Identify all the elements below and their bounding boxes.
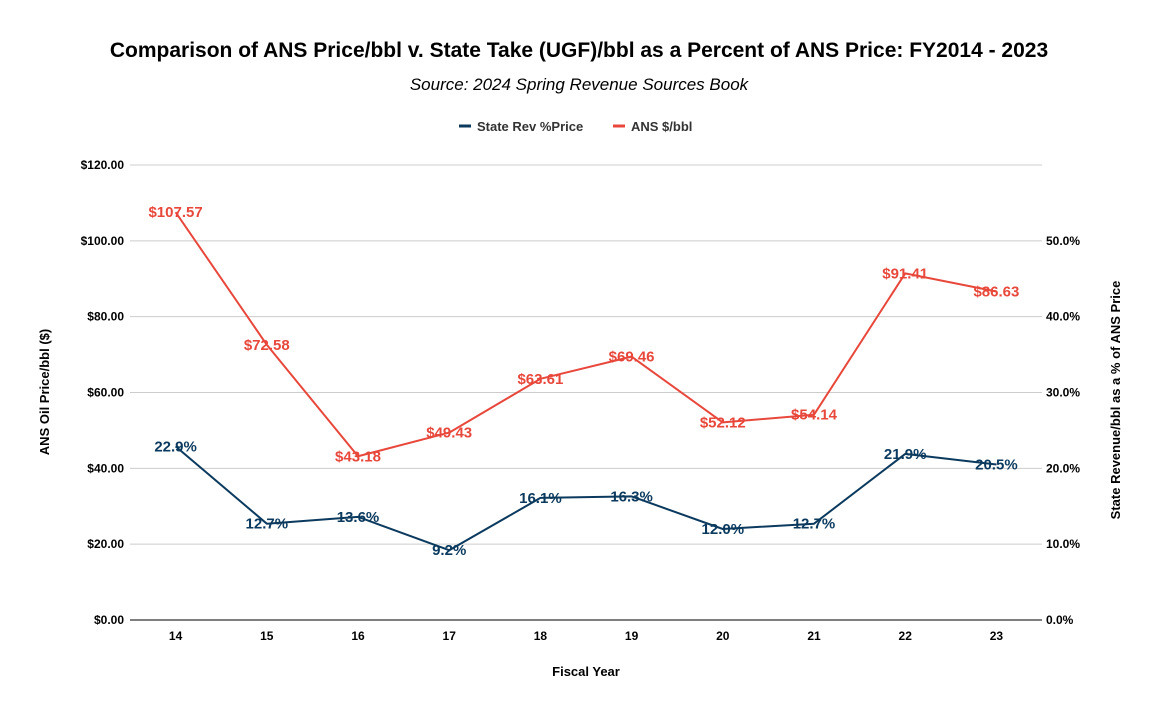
x-axis-ticks: 14 15 16 17 18 19 20 21 22 23 [169,629,1003,643]
right-tick-label: 40.0% [1046,310,1080,324]
state-rev-data-label: 13.6% [337,509,380,526]
ans-price-data-label: $63.61 [517,371,563,388]
state-rev-data-label: 12.7% [246,516,289,533]
ans-price-data-label: $91.41 [882,265,928,282]
state-rev-line [174,445,997,552]
series-layer: 22.9% 12.7% 13.6% 9.2% 16.1% 16.3% 12.0% 12.7% 2… [148,204,1019,559]
x-axis-title: Fiscal Year [552,664,620,679]
ans-price-data-label: $72.58 [244,337,290,354]
x-tick-label: 17 [443,629,457,643]
x-tick-label: 14 [169,629,183,643]
x-tick-label: 15 [260,629,274,643]
legend: State Rev %Price ANS $/bbl [459,119,692,134]
ans-price-data-label: $49.43 [426,425,472,442]
x-tick-label: 22 [899,629,913,643]
ans-price-data-label: $107.57 [148,204,202,221]
ans-price-data-label: $54.14 [791,407,838,424]
left-tick-label: $60.00 [87,386,124,400]
state-rev-data-label: 20.5% [975,457,1018,474]
left-tick-label: $0.00 [94,613,124,627]
x-tick-label: 16 [351,629,365,643]
right-tick-label: 50.0% [1046,234,1080,248]
right-tick-label: 0.0% [1046,613,1074,627]
legend-label: State Rev %Price [477,119,583,134]
gridlines [130,164,1042,621]
chart-title: Comparison of ANS Price/bbl v. State Tak… [110,39,1048,62]
ans-price-data-label: $43.18 [335,448,381,465]
x-tick-label: 23 [990,629,1004,643]
left-tick-label: $120.00 [81,158,125,172]
ans-price-data-label: $52.12 [700,414,746,431]
right-tick-label: 20.0% [1046,461,1080,475]
left-axis-title: ANS Oil Price/bbl ($) [37,329,52,455]
left-tick-label: $20.00 [87,537,124,551]
right-axis-ticks: 0.0% 10.0% 20.0% 30.0% 40.0% 50.0% [1046,234,1080,627]
right-axis-title: State Revenue/bbl as a % of ANS Price [1108,281,1123,520]
state-rev-data-label: 21.9% [884,446,927,463]
ans-price-data-label: $69.46 [609,349,655,366]
state-rev-data-label: 12.7% [793,516,836,533]
left-axis-ticks: $0.00 $20.00 $40.00 $60.00 $80.00 $100.00 $120… [81,158,125,627]
x-tick-label: 21 [807,629,821,643]
x-tick-label: 18 [534,629,548,643]
ans-price-data-label: $86.63 [973,284,1019,301]
right-tick-label: 10.0% [1046,537,1080,551]
state-rev-data-label: 16.1% [519,490,562,507]
legend-label: ANS $/bbl [631,119,692,134]
x-tick-label: 19 [625,629,639,643]
left-tick-label: $100.00 [81,234,125,248]
left-tick-label: $80.00 [87,310,124,324]
ans-price-line [174,211,997,458]
right-tick-label: 30.0% [1046,386,1080,400]
state-rev-data-label: 22.9% [154,438,197,455]
chart-subtitle: Source: 2024 Spring Revenue Sources Book [410,75,750,94]
left-tick-label: $40.00 [87,461,124,475]
x-tick-label: 20 [716,629,730,643]
state-rev-data-label: 16.3% [610,488,653,505]
state-rev-data-label: 9.2% [432,542,466,559]
state-rev-data-label: 12.0% [702,521,745,538]
